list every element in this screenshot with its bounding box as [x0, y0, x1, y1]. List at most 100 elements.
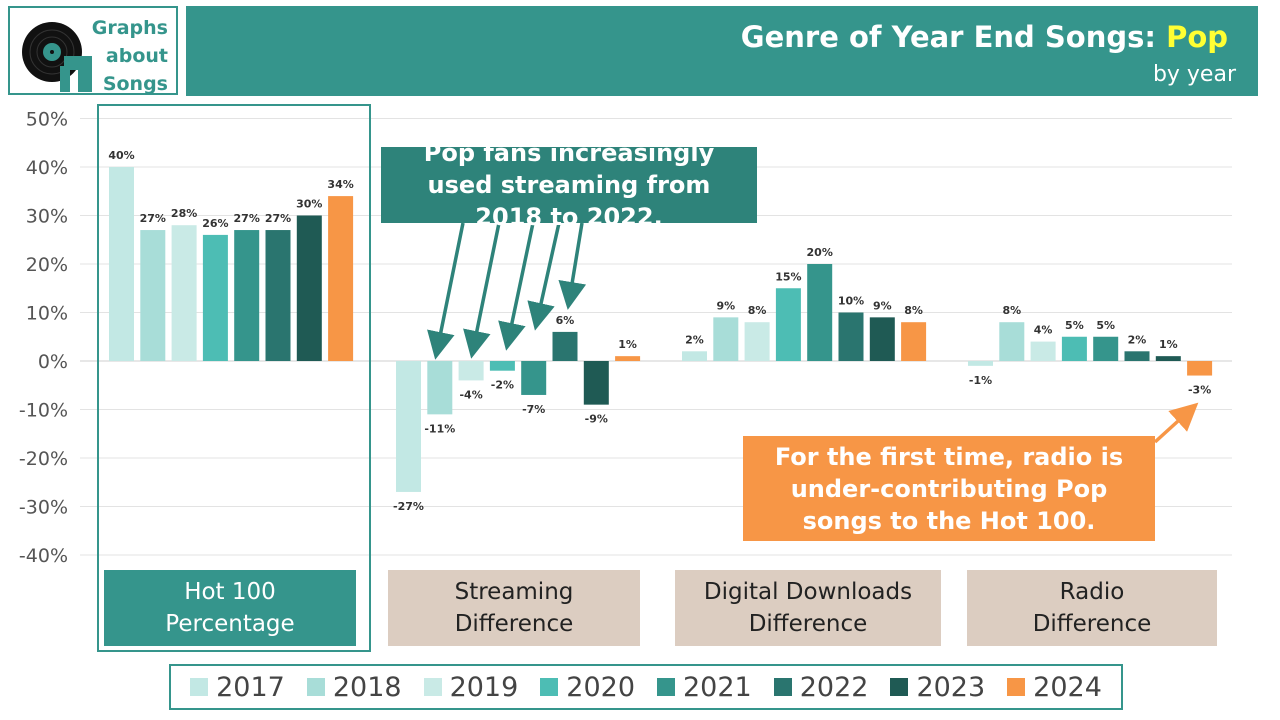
- data-label: 15%: [775, 270, 801, 283]
- panel-label-hot100: Hot 100 Percentage: [104, 570, 356, 646]
- logo-line-1: Graphs: [91, 17, 168, 39]
- data-label: -7%: [522, 403, 545, 416]
- bar: [999, 322, 1025, 361]
- data-label: -9%: [585, 413, 608, 426]
- data-label: -4%: [459, 388, 482, 401]
- data-label: -27%: [393, 500, 424, 513]
- callout-arrow: [527, 222, 561, 331]
- panel-label-line: Difference: [454, 611, 574, 637]
- bar: [583, 361, 609, 405]
- bar: [521, 361, 547, 395]
- data-label: 5%: [1065, 319, 1084, 332]
- panel-label-line: Radio: [1059, 579, 1125, 605]
- legend-item: 2018: [306, 671, 402, 703]
- legend-label: 2023: [916, 671, 986, 703]
- bar: [713, 317, 739, 361]
- legend: 2017 2018 2019 2020 2021 2022 2023 2024: [169, 664, 1123, 710]
- hot100-panel-outline: [97, 104, 371, 652]
- data-label: 2%: [1128, 333, 1147, 346]
- y-tick-label: 0%: [38, 351, 68, 373]
- callout-arrow: [463, 222, 501, 359]
- data-label: 8%: [1002, 304, 1021, 317]
- legend-swatch: [423, 678, 442, 696]
- data-label: 4%: [1034, 324, 1053, 337]
- bar: [109, 167, 134, 361]
- bar: [171, 225, 197, 361]
- logo-text: Graphs about Songs: [58, 14, 168, 98]
- data-label: 2%: [685, 333, 704, 346]
- legend-item: 2021: [657, 672, 752, 703]
- y-tick-label: -10%: [19, 400, 68, 422]
- data-label: -11%: [424, 422, 455, 435]
- legend-item: 2024: [1007, 672, 1102, 703]
- bar: [396, 361, 421, 492]
- radio-callout-text: For the first time, radio is under-contr…: [764, 441, 1134, 537]
- data-label: 9%: [873, 299, 892, 312]
- bar: [1155, 356, 1181, 361]
- streaming-callout: Pop fans increasingly used streaming fro…: [381, 139, 757, 231]
- y-tick-label: 50%: [26, 109, 68, 131]
- legend-item: 2020: [540, 672, 635, 703]
- legend-item: 2022: [773, 672, 868, 703]
- data-label: 34%: [327, 178, 353, 191]
- legend-label: 2021: [683, 671, 752, 703]
- bar: [265, 230, 291, 361]
- callout-arrow: [498, 222, 535, 351]
- bar: [140, 230, 166, 361]
- logo-line-2: about: [105, 45, 168, 67]
- radio-callout-bold: Pop: [1056, 474, 1108, 503]
- logo: Graphs about Songs: [8, 6, 178, 95]
- chart-title: Genre of Year End Songs: Pop: [741, 20, 1228, 54]
- legend-label: 2017: [216, 671, 285, 703]
- legend-label: 2024: [1033, 671, 1102, 703]
- chart-subtitle: by year: [1152, 62, 1236, 87]
- data-label: 1%: [1159, 338, 1178, 351]
- title-highlight: Pop: [1166, 20, 1228, 54]
- y-tick-label: -30%: [19, 497, 68, 519]
- bar: [458, 361, 484, 381]
- legend-item: 2023: [890, 672, 985, 703]
- bar: [234, 230, 260, 361]
- radio-callout-pre: For the first time, radio is under-contr…: [774, 442, 1124, 503]
- data-label: 28%: [171, 207, 197, 220]
- bar: [615, 356, 641, 361]
- radio-callout: For the first time, radio is under-contr…: [743, 436, 1155, 541]
- data-label: 26%: [202, 217, 228, 230]
- legend-item: 2017: [190, 672, 285, 703]
- data-label: 27%: [265, 212, 291, 225]
- panel-label-line: Difference: [748, 611, 868, 637]
- data-label: -1%: [969, 374, 992, 387]
- title-prefix: Genre of Year End Songs:: [740, 20, 1167, 54]
- streaming-callout-text: Pop fans increasingly used streaming fro…: [423, 139, 715, 231]
- bar: [775, 288, 801, 361]
- logo-line-3: Songs: [102, 73, 168, 95]
- y-tick-label: 10%: [26, 303, 68, 325]
- bar: [968, 361, 993, 366]
- bar: [552, 331, 578, 361]
- vinyl-record-icon: [22, 22, 92, 92]
- panel-label-streaming: Streaming Difference: [388, 570, 640, 646]
- data-label: 30%: [296, 198, 322, 211]
- panel-label-line: Digital Downloads: [703, 579, 913, 605]
- legend-label: 2018: [332, 671, 402, 703]
- panel-label-line: Hot 100: [184, 579, 276, 605]
- data-label: -2%: [491, 379, 514, 392]
- y-tick-label: 30%: [26, 206, 68, 228]
- y-tick-label: 20%: [26, 254, 68, 276]
- bar: [296, 215, 322, 361]
- legend-label: 2019: [449, 671, 519, 703]
- radio-callout-post: songs to the Hot 100.: [802, 506, 1096, 535]
- legend-swatch: [773, 678, 792, 696]
- panel-label-line: Percentage: [165, 611, 295, 637]
- y-tick-label: 40%: [26, 157, 68, 179]
- data-label: 40%: [108, 149, 134, 162]
- data-label: 20%: [807, 246, 833, 259]
- bar: [1187, 361, 1213, 376]
- data-label: 27%: [234, 212, 260, 225]
- callout-arrow: [1153, 402, 1199, 444]
- panel-label-radio: Radio Difference: [967, 570, 1217, 646]
- data-label: 8%: [904, 304, 923, 317]
- y-tick-label: -20%: [19, 448, 68, 470]
- data-label: 1%: [618, 338, 637, 351]
- bar: [1124, 351, 1150, 361]
